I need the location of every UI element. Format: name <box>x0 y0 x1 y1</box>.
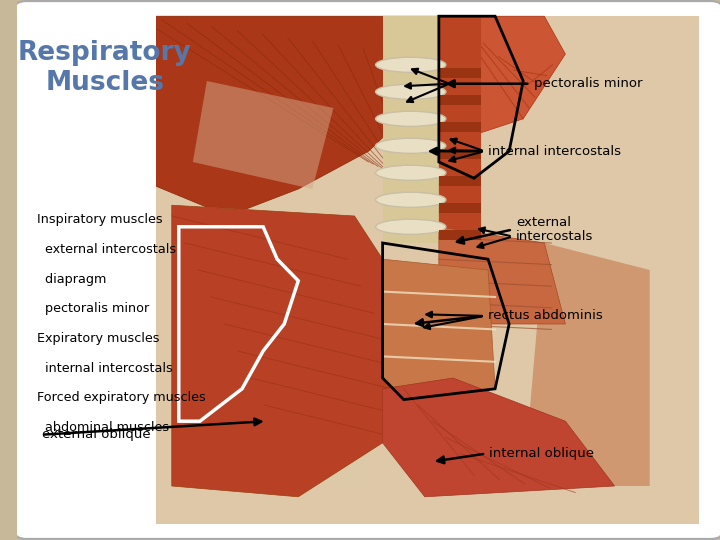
Bar <box>439 230 481 240</box>
Polygon shape <box>382 259 495 400</box>
Text: internal intercostals: internal intercostals <box>37 362 173 375</box>
Ellipse shape <box>376 219 446 234</box>
Polygon shape <box>382 378 615 497</box>
Polygon shape <box>382 16 439 243</box>
Bar <box>439 122 481 132</box>
Polygon shape <box>439 16 481 243</box>
Text: rectus abdominis: rectus abdominis <box>488 309 603 322</box>
Polygon shape <box>137 16 439 216</box>
Text: external oblique: external oblique <box>42 428 150 441</box>
Ellipse shape <box>376 165 446 180</box>
Ellipse shape <box>376 192 446 207</box>
Ellipse shape <box>376 84 446 99</box>
Text: external intercostals: external intercostals <box>37 243 176 256</box>
Ellipse shape <box>376 57 446 72</box>
Polygon shape <box>439 227 565 324</box>
Text: abdominal muscles: abdominal muscles <box>37 421 169 434</box>
Bar <box>26 11 156 529</box>
Text: pectoralis minor: pectoralis minor <box>37 302 149 315</box>
Text: internal oblique: internal oblique <box>490 447 595 460</box>
Polygon shape <box>172 205 404 497</box>
Bar <box>439 68 481 78</box>
Bar <box>439 94 481 105</box>
Bar <box>439 148 481 159</box>
Polygon shape <box>523 243 649 486</box>
Text: Respiratory
Muscles: Respiratory Muscles <box>18 40 192 97</box>
Polygon shape <box>453 16 565 135</box>
FancyBboxPatch shape <box>14 1 720 539</box>
Polygon shape <box>172 205 369 486</box>
Text: Forced expiratory muscles: Forced expiratory muscles <box>37 392 205 404</box>
Bar <box>439 176 481 186</box>
Ellipse shape <box>376 111 446 126</box>
Text: pectoralis minor: pectoralis minor <box>534 77 642 90</box>
Text: internal intercostals: internal intercostals <box>488 145 621 158</box>
Ellipse shape <box>376 138 446 153</box>
Text: Inspiratory muscles: Inspiratory muscles <box>37 213 163 226</box>
Polygon shape <box>137 16 699 524</box>
Bar <box>439 202 481 213</box>
Polygon shape <box>193 81 333 189</box>
Text: external
intercostals: external intercostals <box>516 215 593 244</box>
Text: Expiratory muscles: Expiratory muscles <box>37 332 159 345</box>
Text: diapragm: diapragm <box>37 273 106 286</box>
